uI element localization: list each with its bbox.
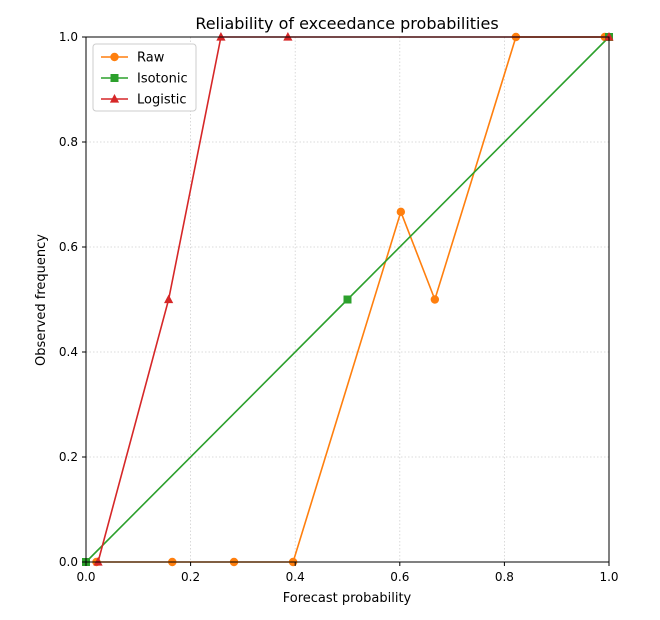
legend-label-logistic: Logistic (137, 93, 186, 108)
data-point-raw (396, 207, 406, 217)
data-point-raw (430, 295, 440, 304)
data-point-logistic (216, 32, 226, 41)
y-tick-label: 0.8 (59, 135, 78, 149)
y-tick-label: 1.0 (59, 30, 78, 44)
x-tick-label: 0.0 (76, 570, 95, 584)
data-point-logistic (283, 32, 293, 41)
data-point-logistic (604, 32, 614, 41)
legend-marker-raw (110, 52, 119, 62)
data-point-isotonic (343, 295, 352, 304)
y-axis: 0.0 0.2 0.4 0.6 0.8 1.0 (59, 30, 86, 569)
axes-frame (85, 36, 610, 563)
legend-box (92, 43, 197, 112)
legend-label-raw: Raw (137, 51, 165, 66)
x-tick-label: 1.0 (599, 570, 618, 584)
legend-label-isotonic: Isotonic (137, 72, 188, 87)
x-tick-label: 0.4 (286, 570, 305, 584)
legend-marker-logistic (109, 94, 120, 103)
series-logistic (93, 32, 614, 566)
data-point-logistic (93, 557, 103, 566)
plot-area (82, 32, 614, 567)
series-isotonic (82, 33, 613, 566)
x-tick-label: 0.6 (390, 570, 409, 584)
x-axis: 0.0 0.2 0.4 0.6 0.8 1.0 (76, 562, 619, 584)
x-tick-label: 0.2 (181, 570, 200, 584)
y-axis-label: Observed frequency (34, 234, 49, 366)
legend: Raw Isotonic Logistic (92, 43, 197, 112)
y-tick-label: 0.2 (59, 450, 78, 464)
y-tick-label: 0.6 (59, 240, 78, 254)
legend-marker-isotonic (110, 74, 119, 82)
data-point-logistic (164, 294, 174, 304)
y-tick-label: 0.4 (59, 345, 78, 359)
series-line-logistic (97, 36, 609, 563)
chart-title: Reliability of exceedance probabilities (195, 14, 498, 33)
x-tick-label: 0.8 (495, 570, 514, 584)
y-tick-label: 0.0 (59, 555, 78, 569)
x-axis-label: Forecast probability (283, 591, 412, 606)
